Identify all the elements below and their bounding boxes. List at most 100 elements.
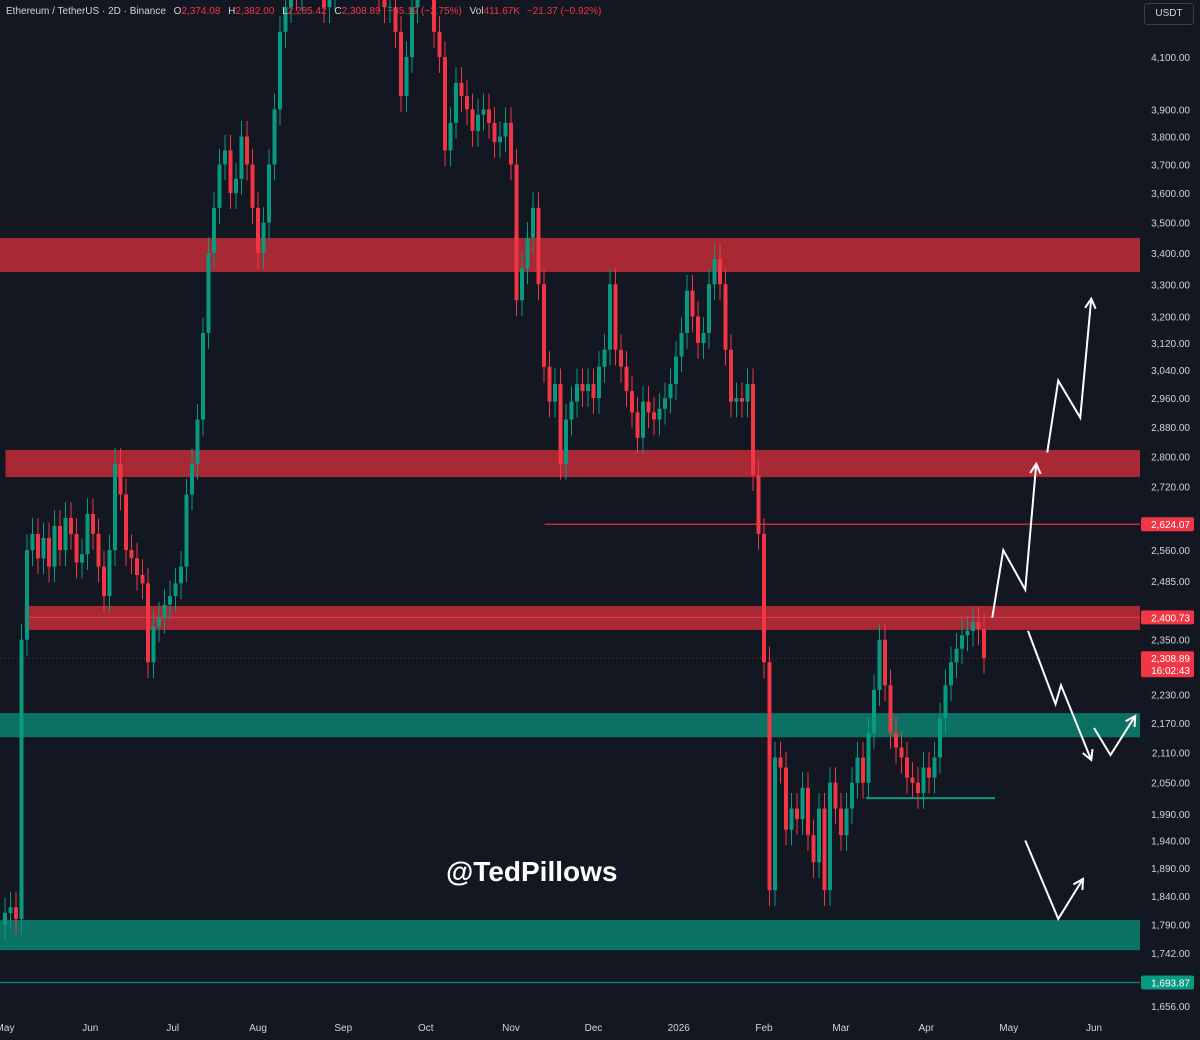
candle xyxy=(476,99,480,147)
candle-body xyxy=(470,109,475,132)
price-tick-label: 2,110.00 xyxy=(1152,749,1191,760)
candle-body xyxy=(789,808,794,830)
breakdown-arrow xyxy=(1024,840,1084,922)
candle-body xyxy=(250,164,255,208)
candle xyxy=(481,93,486,131)
price-tick-label: 1,840.00 xyxy=(1151,892,1190,903)
price-tick-label: 2,720.00 xyxy=(1151,483,1190,494)
candle xyxy=(85,498,90,571)
candle-body xyxy=(828,782,832,891)
candle xyxy=(525,222,530,285)
price-lines-layer xyxy=(0,523,1140,984)
candle xyxy=(536,192,541,301)
candle-body xyxy=(498,136,502,143)
candle-body xyxy=(822,808,827,891)
candle-body xyxy=(729,349,733,402)
candle xyxy=(806,772,810,851)
candle xyxy=(762,518,766,679)
candle-body xyxy=(245,136,249,165)
time-axis[interactable] xyxy=(0,1015,1200,1040)
candle-body xyxy=(118,463,123,495)
candle-body xyxy=(96,533,101,567)
candle xyxy=(63,502,68,566)
candle xyxy=(855,741,860,799)
candle-body xyxy=(646,401,651,413)
candle-body xyxy=(624,366,629,392)
price-tick-label: 3,400.00 xyxy=(1151,249,1190,260)
candle-body xyxy=(69,517,73,534)
candle-body xyxy=(608,284,612,350)
candle xyxy=(157,602,161,643)
candle-body xyxy=(773,757,777,891)
open-value: 2,374.08 xyxy=(181,6,221,17)
candle-body xyxy=(982,629,986,659)
candle-body xyxy=(63,517,68,551)
candle xyxy=(932,741,937,794)
candle xyxy=(894,717,898,764)
candle xyxy=(630,375,634,429)
candle-body xyxy=(910,777,915,783)
candle-body xyxy=(465,96,469,110)
price-tick-label: 3,040.00 xyxy=(1151,366,1190,377)
candle xyxy=(635,396,640,454)
candle-body xyxy=(613,284,618,350)
candle xyxy=(415,0,420,23)
candle xyxy=(168,580,172,621)
candle xyxy=(696,300,700,359)
candle-body xyxy=(102,566,106,597)
candle-body xyxy=(938,718,942,758)
candle-body xyxy=(157,617,161,627)
candle-body xyxy=(107,550,112,597)
candle xyxy=(602,334,607,383)
candle-body xyxy=(404,57,409,97)
candle xyxy=(712,243,717,301)
candle xyxy=(751,368,755,491)
candle xyxy=(201,317,205,436)
candle xyxy=(393,0,398,48)
candle xyxy=(547,351,552,418)
candle-body xyxy=(861,757,865,783)
candle xyxy=(690,275,695,333)
candle-body xyxy=(267,164,271,223)
time-tick-label: Aug xyxy=(249,1023,267,1034)
time-tick-label: 2026 xyxy=(668,1023,691,1034)
candle-body xyxy=(30,533,35,551)
candle xyxy=(47,522,51,583)
candle xyxy=(910,762,915,799)
candle xyxy=(718,243,722,301)
zones-layer xyxy=(0,238,1140,951)
arrowhead-icon xyxy=(1084,296,1097,310)
candle xyxy=(448,107,453,167)
candle xyxy=(800,772,805,835)
candle-body xyxy=(531,207,535,238)
candle-body xyxy=(85,513,90,555)
candle-body xyxy=(778,757,783,768)
candle xyxy=(564,403,568,480)
candle-body xyxy=(283,7,288,32)
candle xyxy=(657,393,662,436)
candle-body xyxy=(635,412,640,438)
candle xyxy=(503,107,508,153)
candle xyxy=(921,751,926,809)
candle-body xyxy=(151,626,156,663)
candle-body xyxy=(190,463,194,495)
candle xyxy=(817,792,821,879)
volume-change: −21.37 (−0.92%) xyxy=(526,6,602,17)
candle xyxy=(740,382,744,418)
candle xyxy=(399,16,403,112)
symbol-name[interactable]: Ethereum / TetherUS · 2D · Binance xyxy=(6,6,166,17)
candle-body xyxy=(80,554,84,563)
price-line-badge-background xyxy=(1141,610,1194,625)
time-tick-label: Feb xyxy=(755,1023,773,1034)
price-axis[interactable] xyxy=(1140,0,1200,1015)
candle-body xyxy=(256,207,260,254)
candle xyxy=(69,502,73,550)
candle-body xyxy=(74,533,79,563)
currency-unit-button[interactable]: USDT xyxy=(1144,3,1194,25)
candle xyxy=(140,559,145,600)
candle xyxy=(410,0,414,73)
candle-body xyxy=(487,109,491,123)
candle-body xyxy=(833,782,838,809)
volume-value: 411.67K xyxy=(483,6,521,17)
